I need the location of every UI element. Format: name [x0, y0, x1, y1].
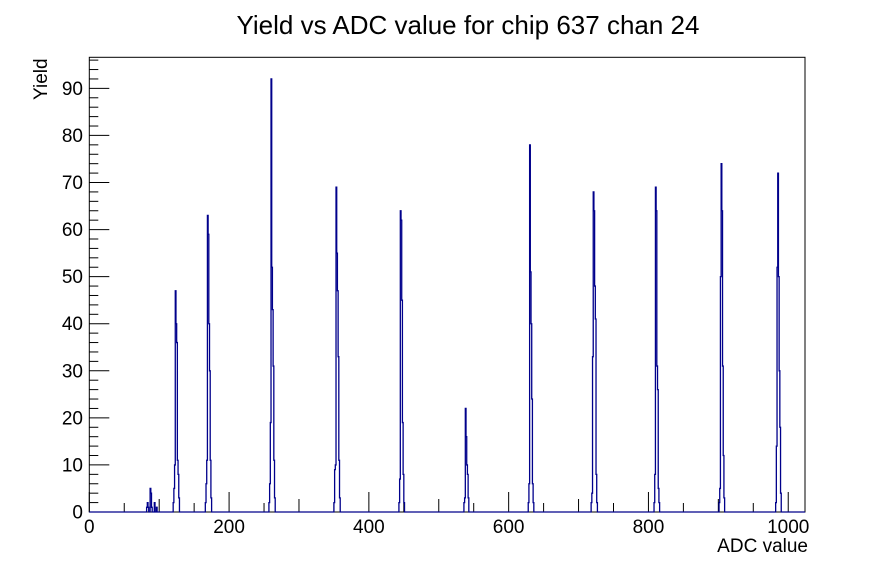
x-tick-label: 0 [84, 517, 95, 538]
y-tick-label: 80 [62, 126, 83, 147]
y-tick-label: 50 [62, 267, 83, 288]
y-tick-label: 30 [62, 361, 83, 382]
x-axis-title: ADC value [717, 536, 808, 557]
y-tick-label: 0 [72, 503, 83, 524]
y-tick-label: 60 [62, 220, 83, 241]
y-tick-label: 20 [62, 408, 83, 429]
y-tick-label: 70 [62, 173, 83, 194]
x-tick-label: 800 [633, 517, 665, 538]
x-tick-label: 200 [213, 517, 245, 538]
y-axis-title: Yield [31, 58, 52, 100]
x-tick-label: 400 [353, 517, 385, 538]
y-tick-label: 40 [62, 314, 83, 335]
y-tick-label: 10 [62, 455, 83, 476]
plot-frame [88, 56, 806, 513]
x-tick-label: 1000 [767, 517, 809, 538]
chart-title: Yield vs ADC value for chip 637 chan 24 [236, 10, 700, 40]
histogram-line [89, 78, 805, 513]
y-tick-label: 90 [62, 79, 83, 100]
x-tick-label: 600 [493, 517, 525, 538]
